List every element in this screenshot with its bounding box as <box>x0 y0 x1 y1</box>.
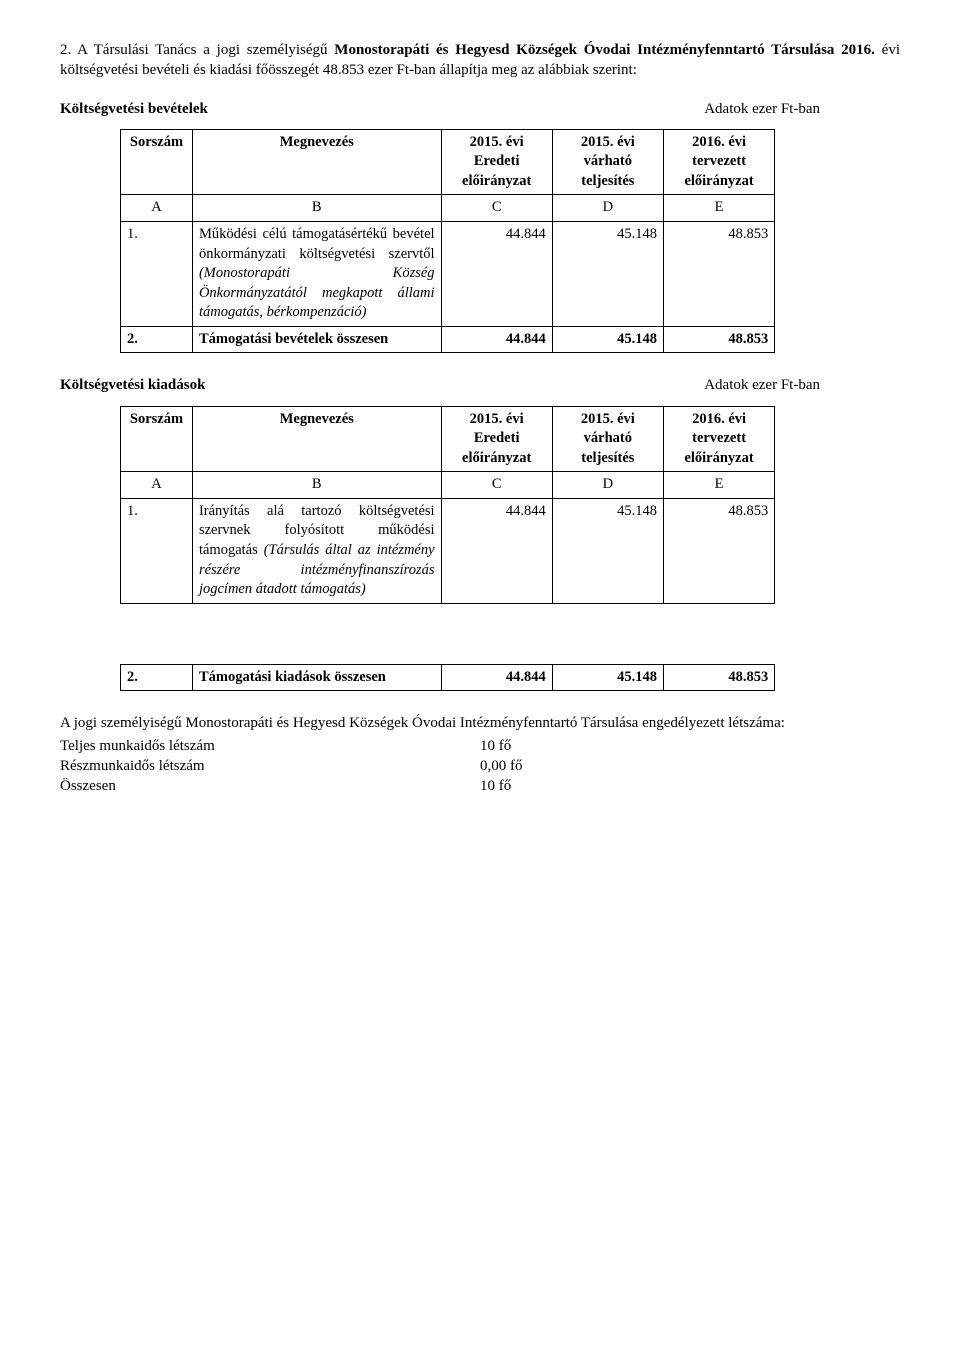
table-header-row: Sorszám Megnevezés 2015. évi Eredeti elő… <box>121 406 775 472</box>
letter-d: D <box>552 472 663 499</box>
col-d: 2015. évi várható teljesítés <box>552 406 663 472</box>
col-megnevezes: Megnevezés <box>192 129 441 195</box>
col-sorszam: Sorszám <box>121 129 193 195</box>
footer-line: Teljes munkaidős létszám 10 fő <box>60 736 900 756</box>
row-name: Irányítás alá tartozó költségvetési szer… <box>192 498 441 603</box>
footer-line-label: Teljes munkaidős létszám <box>60 736 480 756</box>
row-e: 48.853 <box>663 498 774 603</box>
expenses-table: Sorszám Megnevezés 2015. évi Eredeti elő… <box>120 406 775 604</box>
row-c: 44.844 <box>441 326 552 353</box>
intro-prefix: 2. A Társulási Tanács a jogi személyiség… <box>60 42 334 58</box>
letter-b: B <box>192 472 441 499</box>
footer-line-value: 0,00 fő <box>480 756 523 776</box>
letter-b: B <box>192 195 441 222</box>
letter-d: D <box>552 195 663 222</box>
table-row: 2. Támogatási bevételek összesen 44.844 … <box>121 326 775 353</box>
row-e: 48.853 <box>663 222 774 327</box>
intro-bold: Monostorapáti és Hegyesd Községek Óvodai… <box>334 42 875 58</box>
row-name-italic: (Monostorapáti Község Önkormányzatától m… <box>199 265 435 320</box>
row-name-main: Működési célú támogatásértékű bevétel ön… <box>199 226 435 262</box>
table-letter-row: A B C D E <box>121 195 775 222</box>
intro-paragraph: 2. A Társulási Tanács a jogi személyiség… <box>60 40 900 81</box>
letter-c: C <box>441 472 552 499</box>
row-num: 2. <box>121 326 193 353</box>
expenses-label: Költségvetési kiadások <box>60 375 205 395</box>
row-num: 1. <box>121 222 193 327</box>
table-row: 1. Működési célú támogatásértékű bevétel… <box>121 222 775 327</box>
expenses-table-continued: 2. Támogatási kiadások összesen 44.844 4… <box>120 664 775 692</box>
row-name: Támogatási kiadások összesen <box>192 664 441 691</box>
row-d: 45.148 <box>552 222 663 327</box>
row-name: Támogatási bevételek összesen <box>192 326 441 353</box>
col-e: 2016. évi tervezett előirányzat <box>663 406 774 472</box>
row-num: 2. <box>121 664 193 691</box>
letter-e: E <box>663 472 774 499</box>
letter-a: A <box>121 472 193 499</box>
footer-line-value: 10 fő <box>480 776 511 796</box>
table-row: 2. Támogatási kiadások összesen 44.844 4… <box>121 664 775 691</box>
footer-paragraph: A jogi személyiségű Monostorapáti és Heg… <box>60 713 900 733</box>
col-c: 2015. évi Eredeti előirányzat <box>441 129 552 195</box>
footer-line: Részmunkaidős létszám 0,00 fő <box>60 756 900 776</box>
footer-line-label: Összesen <box>60 776 480 796</box>
letter-a: A <box>121 195 193 222</box>
footer-line: Összesen 10 fő <box>60 776 900 796</box>
col-sorszam: Sorszám <box>121 406 193 472</box>
row-d: 45.148 <box>552 498 663 603</box>
revenues-table: Sorszám Megnevezés 2015. évi Eredeti elő… <box>120 129 775 354</box>
row-e: 48.853 <box>663 664 774 691</box>
col-c: 2015. évi Eredeti előirányzat <box>441 406 552 472</box>
table-header-row: Sorszám Megnevezés 2015. évi Eredeti elő… <box>121 129 775 195</box>
table-gap <box>60 604 900 664</box>
table-letter-row: A B C D E <box>121 472 775 499</box>
row-c: 44.844 <box>441 498 552 603</box>
footer-line-label: Részmunkaidős létszám <box>60 756 480 776</box>
row-c: 44.844 <box>441 664 552 691</box>
row-d: 45.148 <box>552 326 663 353</box>
row-num: 1. <box>121 498 193 603</box>
row-name: Működési célú támogatásértékű bevétel ön… <box>192 222 441 327</box>
expenses-unit: Adatok ezer Ft-ban <box>704 375 820 395</box>
revenues-unit: Adatok ezer Ft-ban <box>704 99 820 119</box>
row-e: 48.853 <box>663 326 774 353</box>
row-d: 45.148 <box>552 664 663 691</box>
footer-line-value: 10 fő <box>480 736 511 756</box>
table-row: 1. Irányítás alá tartozó költségvetési s… <box>121 498 775 603</box>
col-d: 2015. évi várható teljesítés <box>552 129 663 195</box>
revenues-label: Költségvetési bevételek <box>60 99 208 119</box>
revenues-heading-row: Költségvetési bevételek Adatok ezer Ft-b… <box>60 99 900 119</box>
row-c: 44.844 <box>441 222 552 327</box>
col-megnevezes: Megnevezés <box>192 406 441 472</box>
letter-c: C <box>441 195 552 222</box>
col-e: 2016. évi tervezett előirányzat <box>663 129 774 195</box>
expenses-heading-row: Költségvetési kiadások Adatok ezer Ft-ba… <box>60 375 900 395</box>
letter-e: E <box>663 195 774 222</box>
